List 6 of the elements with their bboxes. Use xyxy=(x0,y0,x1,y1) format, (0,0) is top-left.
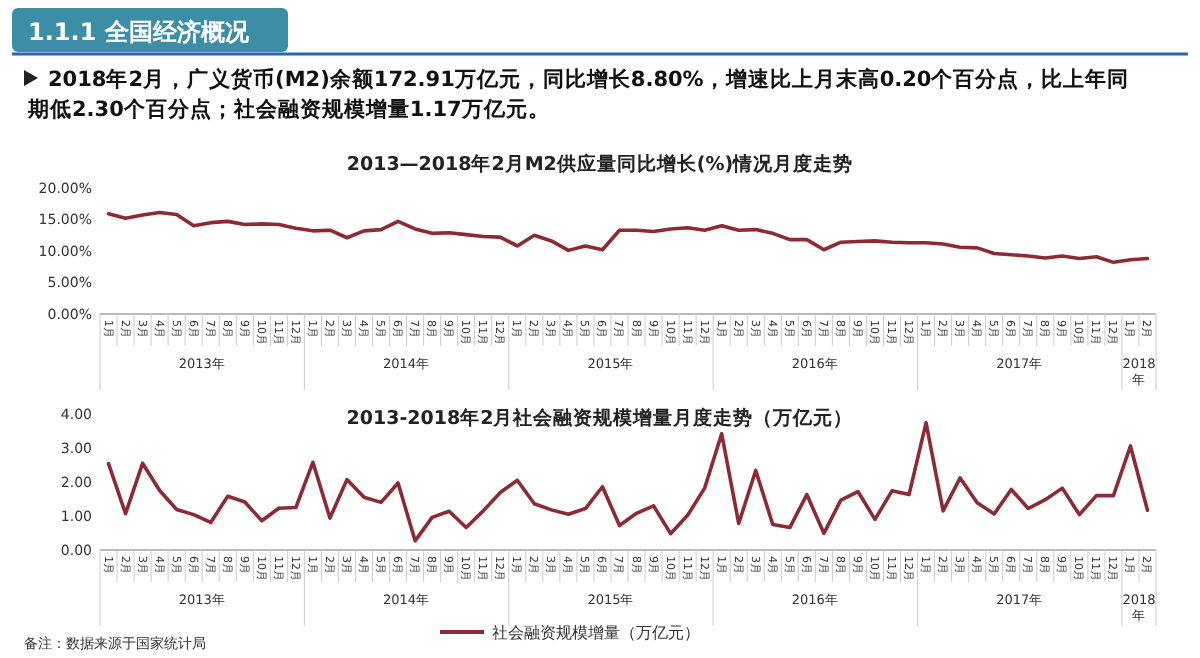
legend-label: 社会融资规模增量（万亿元） xyxy=(492,623,700,642)
line-series xyxy=(106,210,1150,265)
chart-title: 2013-2018年2月社会融资规模增量月度走势（万亿元） xyxy=(346,406,854,430)
chart-title: 2013—2018年2月M2供应量同比增长(%)情况月度走势 xyxy=(346,152,854,176)
text: 2018年2月，广义货币(M2)余额172.91万亿元，同比增长8.80%，增速比上月末高0.20个百分点，比上年同期低2.30个百分点；社会融资规模增量1.17万亿元。 xyxy=(26,66,1130,122)
text: 1.1.1 全国经济概况 xyxy=(28,18,251,46)
